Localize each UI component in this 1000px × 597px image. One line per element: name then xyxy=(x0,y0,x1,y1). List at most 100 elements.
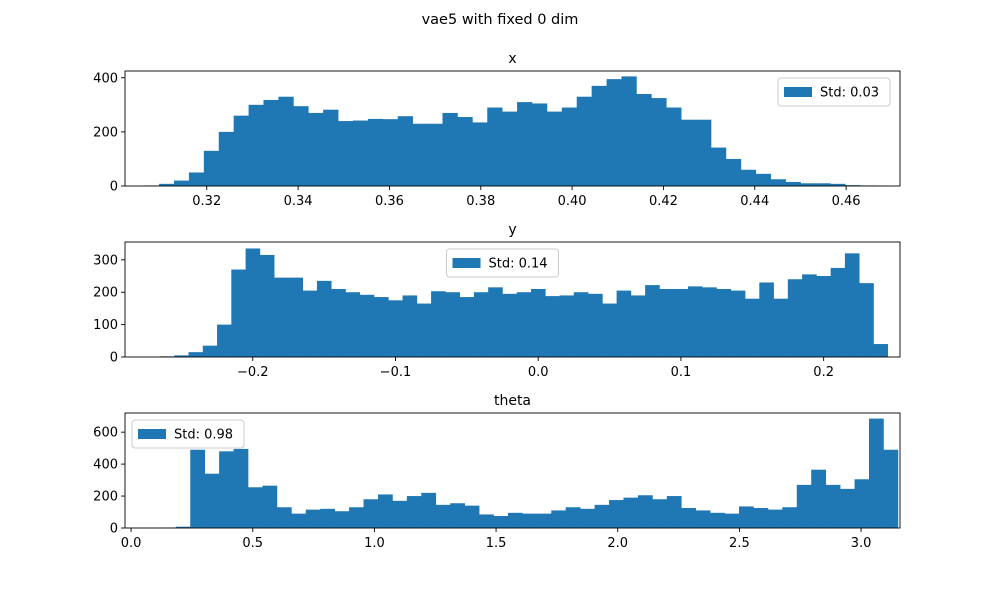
subplot-title: theta xyxy=(494,393,531,409)
x-tick-label: 0.36 xyxy=(375,194,404,209)
y-tick-label: 200 xyxy=(93,490,118,505)
histogram-bar xyxy=(859,283,874,357)
histogram-bar xyxy=(802,274,817,357)
histogram-bar xyxy=(338,121,353,186)
histogram-bar xyxy=(537,514,552,528)
histogram-bar xyxy=(374,297,389,357)
histogram-bar xyxy=(731,291,746,357)
y-tick-label: 100 xyxy=(93,318,118,333)
histogram-bar xyxy=(517,102,532,186)
histogram-bar xyxy=(845,253,860,357)
histogram-bar xyxy=(811,470,826,528)
histogram-bar xyxy=(702,287,717,357)
histogram-bar xyxy=(392,501,407,528)
histogram-bar xyxy=(771,179,786,186)
histogram-bar xyxy=(522,514,537,528)
x-tick-label: 2.5 xyxy=(729,536,750,551)
histogram-bar xyxy=(759,282,774,357)
histogram-bar xyxy=(317,281,332,357)
histogram-bar xyxy=(659,289,674,357)
histogram-bar xyxy=(645,285,660,357)
histogram-bar xyxy=(189,172,204,186)
histogram-bar xyxy=(592,86,607,186)
x-tick-label: 0.40 xyxy=(558,194,587,209)
histogram-bar xyxy=(413,124,428,186)
histogram-bar xyxy=(174,181,189,186)
histogram-bar xyxy=(782,507,797,528)
x-tick-label: −0.2 xyxy=(237,365,269,380)
histogram-bar xyxy=(262,486,277,528)
histogram-bar xyxy=(547,112,562,186)
histogram-bar xyxy=(623,498,638,528)
histogram-bar xyxy=(517,292,532,357)
histogram-bar xyxy=(248,487,263,528)
histogram-bar xyxy=(246,248,261,357)
histogram-bar xyxy=(353,121,368,186)
histogram-bar xyxy=(710,513,725,528)
legend-label: Std: 0.14 xyxy=(489,257,548,272)
histogram-bar xyxy=(421,493,436,528)
histogram-bar xyxy=(745,299,760,357)
histogram-bar xyxy=(260,255,275,357)
x-tick-label: 2.0 xyxy=(607,536,628,551)
histogram-bar xyxy=(725,514,740,528)
histogram-bar xyxy=(277,507,292,528)
histogram-bar xyxy=(831,268,846,357)
histogram-bar xyxy=(403,295,418,357)
histogram-bar xyxy=(545,296,560,357)
x-tick-label: −0.1 xyxy=(380,365,412,380)
histogram-bar xyxy=(278,97,293,186)
histogram-bar xyxy=(274,278,289,357)
histogram-bar xyxy=(288,278,303,357)
histogram-bar xyxy=(786,182,801,186)
histogram-bar xyxy=(364,499,379,528)
histogram-bar xyxy=(457,117,472,186)
histogram-bar xyxy=(331,289,346,357)
histogram-bar xyxy=(345,292,360,357)
legend: Std: 0.14 xyxy=(447,249,559,277)
histogram-bar xyxy=(502,112,517,186)
legend-label: Std: 0.03 xyxy=(820,86,879,101)
histogram-bar xyxy=(621,76,636,186)
histogram-bar xyxy=(450,503,465,528)
histogram-bar xyxy=(602,304,617,357)
histogram-bar xyxy=(696,510,711,528)
x-tick-label: 0.0 xyxy=(121,536,142,551)
y-tick-label: 600 xyxy=(93,426,118,441)
histogram-bar xyxy=(388,300,403,357)
histogram-bar xyxy=(349,507,364,528)
histogram-bar xyxy=(651,98,666,186)
y-tick-label: 400 xyxy=(93,71,118,86)
figure-suptitle: vae5 with fixed 0 dim xyxy=(422,12,579,28)
histogram-bar xyxy=(855,479,870,528)
histogram-bar xyxy=(681,508,696,528)
x-tick-label: 0.2 xyxy=(813,365,834,380)
histogram-bar xyxy=(303,291,318,357)
histogram-bar xyxy=(652,499,667,528)
x-tick-label: 0.46 xyxy=(832,194,861,209)
histogram-bar xyxy=(667,496,682,528)
x-tick-label: 0.32 xyxy=(192,194,221,209)
histogram-bar xyxy=(189,352,204,357)
histogram-bar xyxy=(360,295,375,357)
histogram-bar xyxy=(617,291,632,357)
histogram-bar xyxy=(883,450,898,528)
histogram-bar xyxy=(741,170,756,186)
histogram-bar xyxy=(474,292,489,357)
histogram-bar xyxy=(203,346,218,357)
histogram-bar xyxy=(445,292,460,357)
subplot-title: y xyxy=(508,222,516,238)
histogram-bar xyxy=(577,97,592,186)
histogram-bar xyxy=(204,151,219,186)
histogram-bar xyxy=(574,292,589,357)
histogram-bar xyxy=(487,108,502,186)
histogram-bar xyxy=(308,113,323,186)
histogram-bar xyxy=(431,291,446,357)
histogram-bar xyxy=(494,516,509,528)
histogram-bar xyxy=(551,510,566,528)
histogram-bar xyxy=(711,148,726,186)
histogram-bar xyxy=(234,116,249,186)
y-tick-label: 0 xyxy=(110,522,118,537)
histogram-bar xyxy=(638,495,653,528)
